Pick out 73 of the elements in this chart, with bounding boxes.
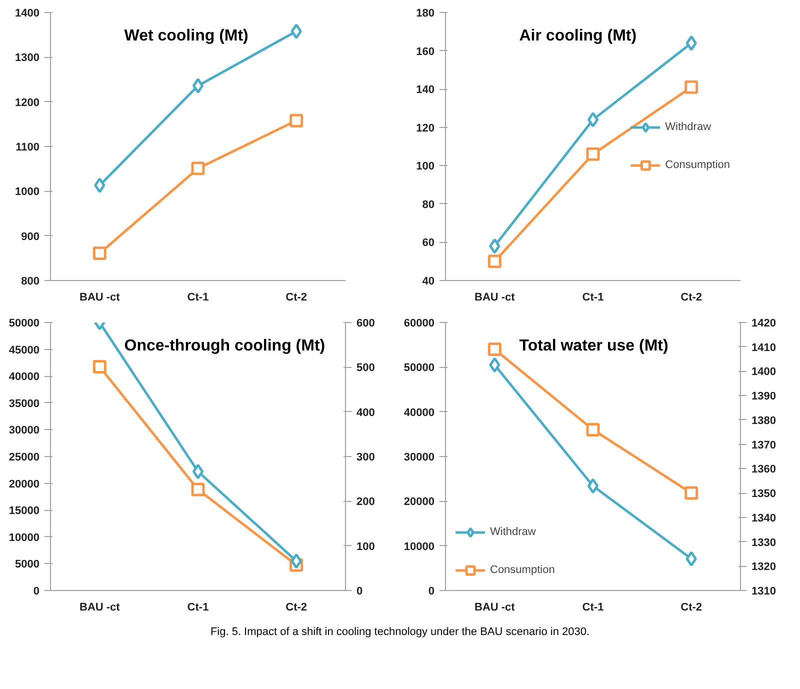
x-tick-label: Ct-1 [187,602,209,614]
y-tick-label: 140 [416,84,435,96]
legend-label: Consumption [665,159,730,171]
y2-tick-label: 100 [356,540,375,553]
y2-tick-label: 600 [356,318,375,330]
y2-tick-label: 400 [356,406,375,419]
y-tick-label: 40000 [8,371,40,384]
y-tick-label: 180 [416,8,435,20]
y-tick-label: 1300 [15,52,40,64]
y-tick-label: 30000 [8,424,40,437]
y-tick-label: 800 [21,276,40,288]
x-tick-label: Ct-2 [680,292,702,304]
y-tick-label: 10000 [8,532,40,544]
y-tick-label: 1100 [16,142,40,154]
y-tick-label: 120 [416,122,435,134]
y-tick-label: 900 [21,230,40,243]
y-tick-label: 40000 [404,406,435,419]
y-tick-label: 50000 [8,318,40,330]
y2-tick-label: 300 [356,452,375,464]
y2-tick-label: 0 [356,586,363,598]
x-tick-label: BAU -ct [474,292,516,304]
x-tick-label: Ct-2 [286,602,308,614]
x-tick-label: BAU -ct [474,602,516,614]
y-tick-label: 1200 [15,96,40,109]
legend-label: Withdraw [490,526,536,538]
y2-tick-label: 1390 [752,390,776,403]
y-tick-label: 100 [416,160,435,173]
legend-label: Consumption [490,564,555,576]
y2-tick-label: 1410 [752,342,776,354]
y-tick-label: 60000 [404,318,435,330]
caption: Fig. 5. Impact of a shift in cooling technology under the BAU scenario in 2030. [210,625,590,640]
y2-tick-label: 1380 [752,414,776,427]
y-tick-label: 60 [422,237,435,250]
y-tick-label: 20000 [8,478,40,490]
y-tick-label: 5000 [15,558,40,571]
text: Wet cooling (Mt) [124,28,248,44]
y-tick-label: 30000 [404,452,435,464]
x-tick-label: BAU -ct [80,602,120,614]
y2-tick-label: 1330 [752,536,776,549]
y-tick-label: 80 [422,198,435,211]
x-tick-label: Ct-1 [582,602,604,614]
y-tick-label: 1400 [15,8,40,20]
y-tick-label: 160 [416,46,435,58]
text: Once-through cooling (Mt) [124,338,326,354]
y2-tick-label: 1420 [752,318,776,330]
text: Total water use (Mt) [519,338,668,354]
y2-tick-label: 200 [356,496,375,508]
y2-tick-label: 1310 [752,586,776,598]
y2-tick-label: 1400 [752,366,776,378]
y-tick-label: 1000 [15,186,40,198]
x-tick-label: Ct-2 [286,292,308,304]
y-tick-label: 0 [33,586,40,598]
y-tick-label: 10000 [404,540,435,553]
y2-tick-label: 1350 [752,488,776,500]
x-tick-label: BAU -ct [80,292,120,304]
y2-tick-label: 1370 [752,439,776,452]
x-tick-label: Ct-1 [187,292,209,304]
y-tick-label: 15000 [8,505,40,518]
y-tick-label: 25000 [8,452,40,464]
y2-tick-label: 1340 [752,512,776,524]
x-tick-label: Ct-1 [582,292,604,304]
y-tick-label: 20000 [404,496,435,508]
x-tick-label: Ct-2 [680,602,702,614]
y-tick-label: 35000 [8,398,40,410]
y-tick-label: 50000 [404,362,435,374]
y-tick-label: 0 [428,586,435,598]
y-tick-label: 40 [422,276,435,288]
y2-tick-label: 500 [356,362,375,374]
legend-label: Withdraw [665,121,712,133]
y2-tick-label: 1360 [752,464,776,476]
text: Air cooling (Mt) [519,28,637,44]
y2-tick-label: 1320 [752,561,776,574]
y-tick-label: 45000 [8,344,40,356]
